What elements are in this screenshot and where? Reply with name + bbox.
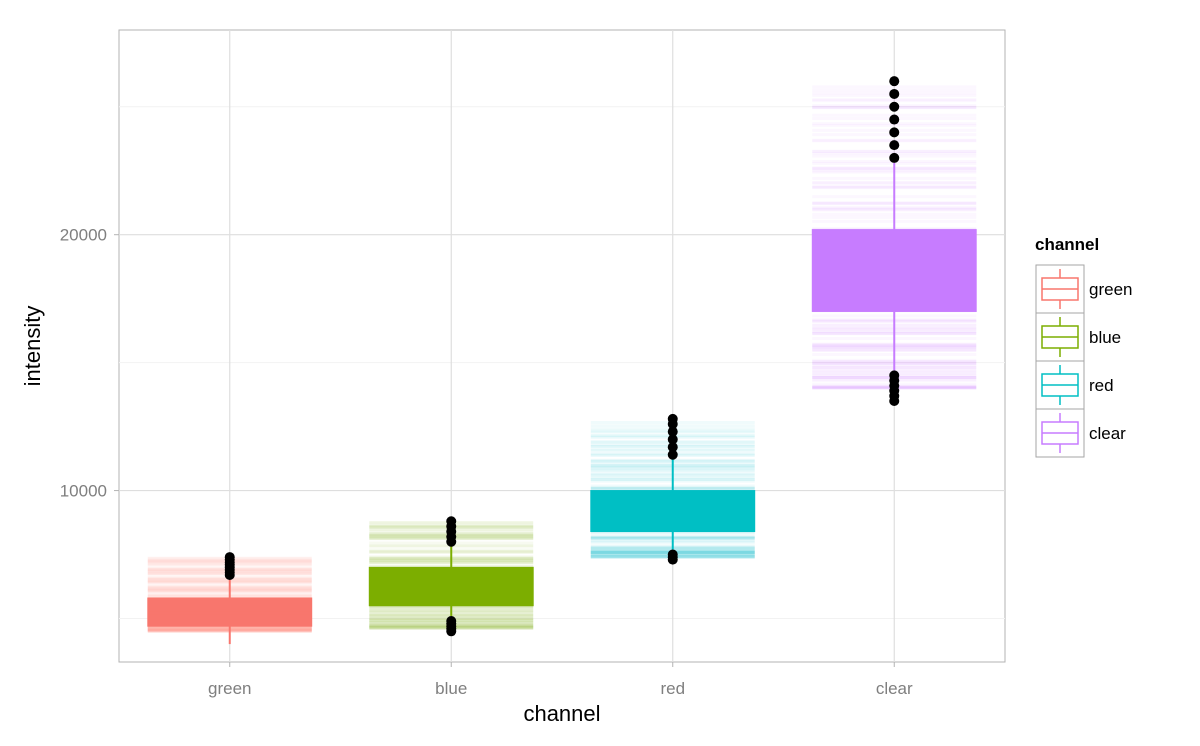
outlier-point bbox=[889, 127, 900, 138]
box-clear bbox=[811, 229, 977, 312]
jitter-band bbox=[812, 99, 977, 103]
y-tick-label: 20000 bbox=[60, 226, 107, 245]
outlier-point bbox=[667, 442, 678, 453]
jitter-band bbox=[812, 123, 977, 127]
x-tick-label: blue bbox=[435, 679, 467, 698]
jitter-band bbox=[812, 150, 977, 154]
x-tick-label: green bbox=[208, 679, 251, 698]
outlier-point bbox=[889, 101, 900, 112]
outlier-point bbox=[889, 140, 900, 151]
outlier-point bbox=[667, 549, 678, 560]
outlier-point bbox=[667, 449, 678, 460]
box-group bbox=[147, 76, 977, 645]
y-axis: 10000 20000 bbox=[60, 226, 119, 501]
outlier-point bbox=[889, 152, 900, 163]
y-axis-title: intensity bbox=[20, 306, 45, 387]
x-tick-label: red bbox=[660, 679, 685, 698]
outlier-point bbox=[889, 114, 900, 125]
legend-label-red: red bbox=[1089, 376, 1114, 395]
jitter-band bbox=[812, 149, 977, 153]
outlier-point bbox=[224, 552, 235, 563]
x-axis-title: channel bbox=[523, 701, 600, 726]
outlier-point bbox=[446, 516, 457, 527]
outlier-point bbox=[889, 88, 900, 99]
outlier-point bbox=[446, 616, 457, 627]
jitter-band bbox=[812, 98, 977, 102]
legend-title: channel bbox=[1035, 235, 1099, 254]
plot-panel bbox=[118, 29, 1006, 663]
legend: channel green blue red clear bbox=[1035, 235, 1132, 458]
legend-label-blue: blue bbox=[1089, 328, 1121, 347]
outlier-point bbox=[889, 370, 900, 381]
outlier-point bbox=[889, 76, 900, 87]
x-axis: green blue red clear bbox=[208, 662, 913, 698]
outlier-point bbox=[667, 426, 678, 437]
legend-label-green: green bbox=[1089, 280, 1132, 299]
legend-label-clear: clear bbox=[1089, 424, 1126, 443]
outlier-point bbox=[667, 434, 678, 445]
y-tick-label: 10000 bbox=[60, 482, 107, 501]
outlier-point bbox=[667, 413, 678, 424]
x-tick-label: clear bbox=[876, 679, 913, 698]
jitter-band bbox=[812, 85, 977, 89]
